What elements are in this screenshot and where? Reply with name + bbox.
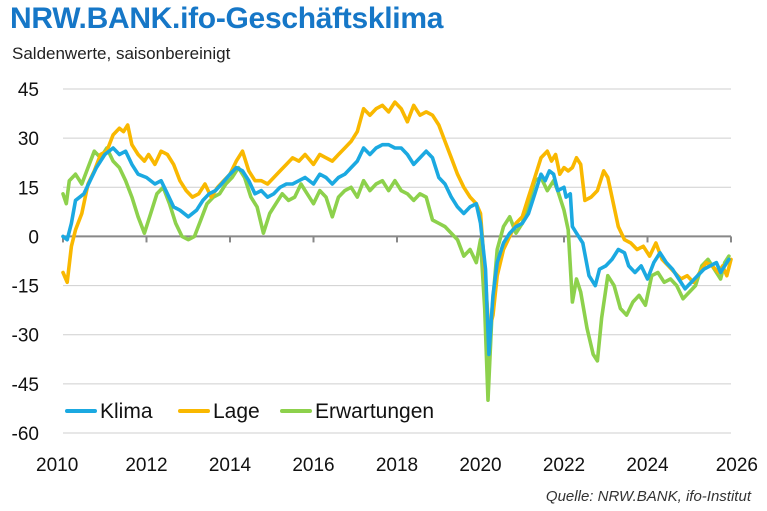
y-tick-label: -45: [12, 375, 39, 396]
chart-title: NRW.BANK.ifo-Geschäftsklima: [10, 2, 444, 35]
legend-label-lage: Lage: [213, 400, 260, 423]
x-axis-labels: 2010 2012 2014 2016 2018 2020 2022 2024 2026: [36, 455, 758, 476]
x-tick-label: 2022: [543, 455, 585, 476]
y-tick-label: -15: [12, 277, 39, 298]
series-line-klima: [61, 142, 731, 357]
y-tick-label: 15: [18, 178, 39, 199]
x-tick-label: 2016: [292, 455, 334, 476]
legend-label-klima: Klima: [100, 400, 153, 423]
y-tick-label: -30: [12, 326, 39, 347]
y-tick-label: 0: [28, 227, 39, 248]
x-tick-label: 2024: [626, 455, 669, 476]
series-group: [61, 100, 733, 402]
x-tick-label: 2026: [716, 455, 758, 476]
x-tick-label: 2012: [125, 455, 167, 476]
x-tick-label: 2014: [209, 455, 252, 476]
y-tick-label: 45: [18, 80, 39, 101]
x-tick-label: 2018: [376, 455, 418, 476]
series-line-lage: [61, 100, 733, 334]
x-tick-label: 2020: [459, 455, 501, 476]
series-line-erwartungen: [61, 146, 731, 402]
legend: Klima Lage Erwartungen: [65, 400, 434, 423]
x-tick-label: 2010: [36, 455, 78, 476]
grid-lines: [63, 88, 731, 434]
legend-label-erwartungen: Erwartungen: [315, 400, 434, 423]
y-tick-label: -60: [12, 424, 39, 445]
y-axis-labels: 45 30 15 0 -15 -30 -45 -60: [12, 80, 39, 445]
chart-subtitle: Saldenwerte, saisonbereinigt: [12, 44, 231, 63]
y-tick-label: 30: [18, 129, 39, 150]
source-note: Quelle: NRW.BANK, ifo-Institut: [545, 488, 751, 505]
